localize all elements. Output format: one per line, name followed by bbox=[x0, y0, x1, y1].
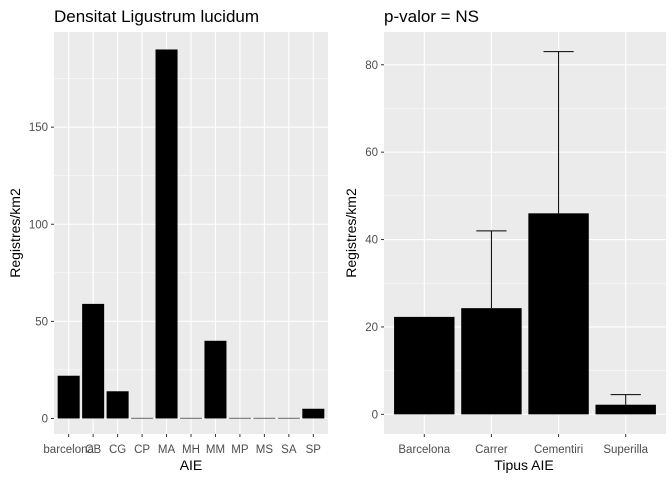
chart-left: Densitat Ligustrum lucidum 0 50 100 150 bar… bbox=[7, 7, 328, 473]
error-bar-superilla bbox=[610, 394, 641, 405]
y-tick-label: 150 bbox=[29, 122, 48, 134]
chart-right-y-axis-title: Registres/km2 bbox=[343, 188, 359, 278]
bar-barcelona bbox=[57, 375, 80, 419]
x-tick-label: Superilla bbox=[603, 444, 648, 456]
chart-left-x-axis-title: AIE bbox=[180, 457, 203, 473]
y-tick-label: 80 bbox=[365, 60, 378, 72]
x-tick-label: CG bbox=[109, 444, 126, 456]
chart-right-error-bars bbox=[476, 51, 641, 405]
bar-mm bbox=[204, 340, 227, 419]
x-tick-label: Carrer bbox=[475, 444, 508, 456]
x-tick-label: MS bbox=[256, 444, 274, 456]
x-tick-label: barcelona bbox=[43, 444, 94, 456]
bar-cp bbox=[131, 417, 154, 419]
bar-cementiri bbox=[528, 213, 589, 415]
chart-left-y-axis-title: Registres/km2 bbox=[7, 188, 23, 278]
y-tick-label: 100 bbox=[29, 219, 48, 231]
bar-ms bbox=[253, 417, 276, 419]
chart-left-y-axis: 0 50 100 150 bbox=[29, 122, 54, 425]
bar-mp bbox=[228, 417, 251, 419]
x-tick-label: MH bbox=[182, 444, 200, 456]
chart-right: p-valor = NS 0 20 40 60 80 Barcelona Carrer Ce… bbox=[343, 7, 666, 473]
x-tick-label: MM bbox=[206, 444, 225, 456]
y-tick-label: 0 bbox=[372, 409, 378, 421]
bar-mh bbox=[179, 417, 203, 419]
y-tick-label: 50 bbox=[35, 316, 48, 328]
bar-sa bbox=[277, 417, 300, 419]
error-bar-carrer bbox=[476, 230, 507, 309]
x-tick-label: MP bbox=[231, 444, 249, 456]
x-tick-label: Barcelona bbox=[398, 444, 450, 456]
x-tick-label: CP bbox=[134, 444, 150, 456]
x-tick-label: SA bbox=[281, 444, 297, 456]
chart-right-y-axis: 0 20 40 60 80 bbox=[365, 60, 384, 421]
bar-carrer bbox=[461, 308, 522, 415]
y-tick-label: 0 bbox=[42, 413, 48, 425]
bar-cg bbox=[106, 391, 129, 419]
chart-right-bars bbox=[394, 213, 656, 415]
x-tick-label: Cementiri bbox=[534, 444, 583, 456]
bar-superilla bbox=[595, 404, 656, 415]
chart-right-x-axis-title: Tipus AIE bbox=[494, 457, 553, 473]
x-tick-label: SP bbox=[306, 444, 322, 456]
y-tick-label: 60 bbox=[365, 147, 378, 159]
chart-left-title: Densitat Ligustrum lucidum bbox=[54, 7, 259, 26]
error-bar-cementiri bbox=[543, 51, 574, 214]
chart-left-bars bbox=[57, 49, 325, 419]
bar-sp bbox=[302, 408, 325, 419]
y-tick-label: 20 bbox=[365, 322, 378, 334]
x-tick-label: CB bbox=[85, 444, 101, 456]
x-tick-label: MA bbox=[158, 444, 176, 456]
chart-right-x-axis: Barcelona Carrer Cementiri Superilla bbox=[398, 434, 649, 456]
chart-right-title: p-valor = NS bbox=[384, 7, 479, 26]
bar-ma bbox=[155, 49, 178, 419]
bar-cb bbox=[82, 303, 105, 419]
y-tick-label: 40 bbox=[365, 235, 378, 247]
bar-barcelona bbox=[394, 316, 455, 415]
